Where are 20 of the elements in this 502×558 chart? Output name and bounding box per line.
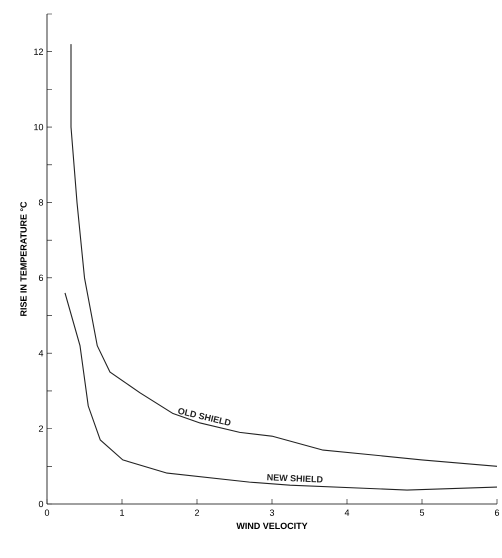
y-tick-label: 6 [38,274,44,282]
x-tick-label: 0 [44,510,50,516]
x-tick-label: 5 [420,510,424,516]
x-tick-label: 6 [494,510,500,516]
y-tick-label: 8 [38,199,44,206]
y-tick-label: 0 [38,500,44,508]
y-tick-label: 10 [34,124,44,130]
y-tick-label: 2 [38,425,44,432]
line-series [70,44,498,467]
x-tick-label: 1 [120,510,124,516]
series-label: NEW SHIELD [267,474,323,482]
x-tick-label: 4 [344,510,350,516]
x-axis-title: WIND VELOCITY [236,522,308,530]
x-tick-label: 2 [194,510,200,516]
text: OLD SHIELD [178,408,231,426]
y-tick-label: 12 [34,48,44,55]
line-series [64,292,498,491]
y-tick-label: 4 [38,350,44,356]
x-tick-label: 3 [270,510,274,516]
y-axis-title: RISE IN TEMPERATURE °C [20,202,27,316]
